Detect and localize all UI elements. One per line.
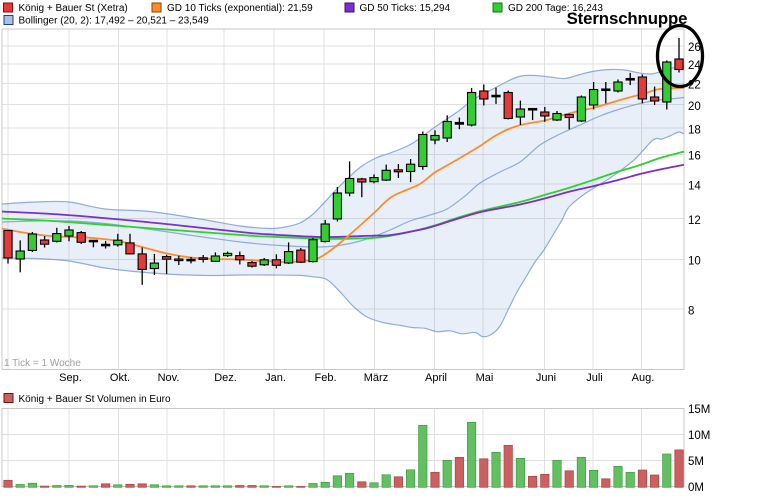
svg-text:Bollinger (20, 2): 17,492 – 20: Bollinger (20, 2): 17,492 – 20,521 – 23,… <box>19 16 210 27</box>
svg-text:26: 26 <box>688 42 701 54</box>
svg-text:0M: 0M <box>688 482 704 492</box>
svg-text:GD 200 Tage: 16,243: GD 200 Tage: 16,243 <box>508 3 603 14</box>
svg-text:10: 10 <box>688 256 701 268</box>
svg-text:Okt.: Okt. <box>110 372 130 384</box>
svg-text:12: 12 <box>688 215 701 227</box>
svg-text:1 Tick = 1 Woche: 1 Tick = 1 Woche <box>4 358 81 369</box>
svg-text:Feb.: Feb. <box>314 372 336 384</box>
svg-text:16: 16 <box>688 151 701 163</box>
svg-text:König + Bauer St Volumen in Eu: König + Bauer St Volumen in Euro <box>19 394 171 405</box>
svg-text:Jan.: Jan. <box>265 372 286 384</box>
svg-text:Sep.: Sep. <box>59 372 82 384</box>
svg-text:15M: 15M <box>688 404 710 416</box>
svg-text:18: 18 <box>688 124 701 136</box>
svg-text:Nov.: Nov. <box>158 372 180 384</box>
svg-text:König + Bauer St (Xetra): König + Bauer St (Xetra) <box>19 3 128 14</box>
svg-text:8: 8 <box>688 305 694 317</box>
svg-text:5M: 5M <box>688 456 704 468</box>
svg-text:Mai: Mai <box>476 372 494 384</box>
svg-text:Sternschnuppe: Sternschnuppe <box>567 9 688 28</box>
svg-text:20: 20 <box>688 101 701 113</box>
svg-text:GD 50 Ticks: 15,294: GD 50 Ticks: 15,294 <box>360 3 451 14</box>
svg-text:GD 10 Ticks (exponential): 21,: GD 10 Ticks (exponential): 21,59 <box>167 3 313 14</box>
svg-text:24: 24 <box>688 60 701 72</box>
svg-text:Aug.: Aug. <box>632 372 655 384</box>
svg-text:März: März <box>364 372 388 384</box>
svg-text:10M: 10M <box>688 430 710 442</box>
svg-text:Juli: Juli <box>586 372 603 384</box>
svg-text:April: April <box>425 372 447 384</box>
svg-text:Dez.: Dez. <box>214 372 237 384</box>
svg-text:Juni: Juni <box>536 372 556 384</box>
svg-text:14: 14 <box>688 180 701 192</box>
